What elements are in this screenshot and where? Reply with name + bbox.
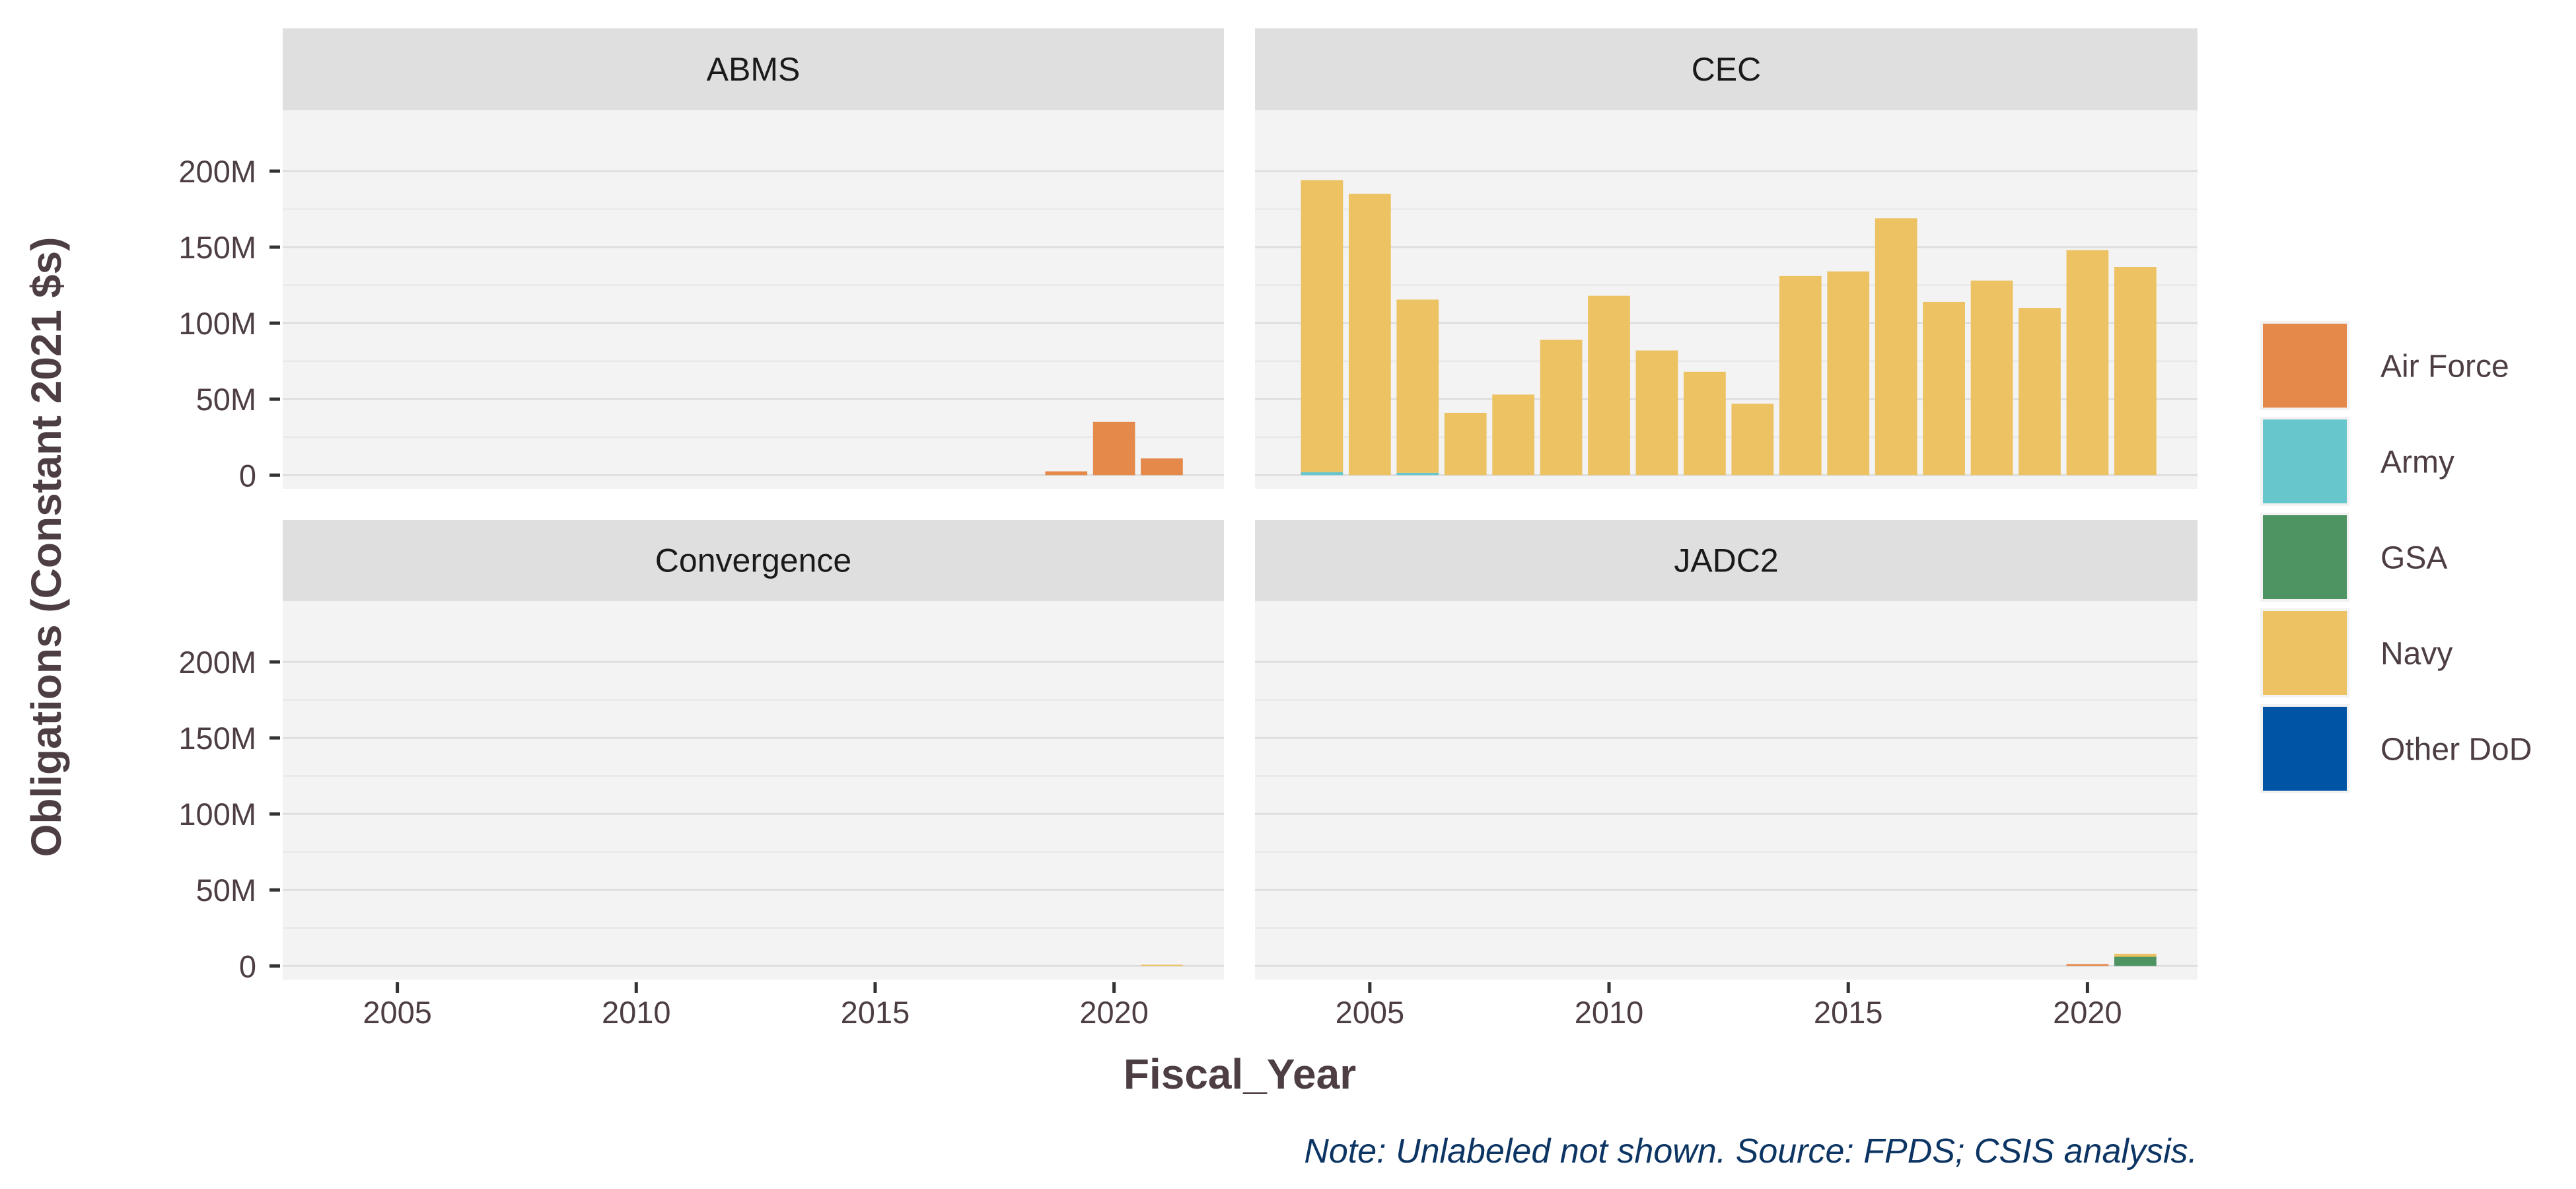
bar-cec-2005-navy bbox=[1348, 194, 1391, 476]
legend-swatch bbox=[2263, 419, 2347, 503]
bar-cec-2009-navy bbox=[1540, 340, 1583, 476]
facet-strip bbox=[283, 28, 1224, 110]
bar-cec-2012-navy bbox=[1684, 371, 1726, 476]
x-axis-title: Fiscal_Year bbox=[1124, 1050, 1356, 1098]
facet-panel-convergence: Convergence bbox=[283, 520, 1224, 980]
bar-cec-2019-navy bbox=[2019, 308, 2061, 476]
legend-swatch bbox=[2263, 707, 2347, 791]
legend-item-air-force: Air Force bbox=[2260, 321, 2509, 410]
axes-layer: 0 50M 100M 150M 200M 0 50M 100M 150M 200M 2005 2010… bbox=[178, 154, 2122, 1030]
bar-cec-2021-navy bbox=[2114, 267, 2157, 476]
y-axis-title: Obligations (Constant 2021 $s) bbox=[22, 237, 70, 857]
chart-caption: Note: Unlabeled not shown. Source: FPDS;… bbox=[1304, 1132, 2198, 1171]
bar-cec-2007-navy bbox=[1444, 412, 1487, 476]
legend-label: Navy bbox=[2380, 637, 2452, 672]
x-tick-label: 2020 bbox=[1079, 995, 1149, 1030]
y-tick-label: 200M bbox=[178, 645, 256, 680]
panel-background bbox=[1255, 601, 2198, 980]
x-tick-label: 2010 bbox=[602, 995, 671, 1030]
facet-title: ABMS bbox=[707, 51, 801, 88]
facet-title: JADC2 bbox=[1674, 542, 1778, 579]
x-tick-label: 2015 bbox=[841, 995, 910, 1030]
y-tick-label: 150M bbox=[178, 721, 256, 756]
bar-cec-2006-army bbox=[1396, 472, 1439, 476]
y-tick-label: 50M bbox=[196, 873, 256, 908]
facet-strip bbox=[1255, 520, 2198, 601]
x-tick-label: 2005 bbox=[1336, 995, 1405, 1030]
bar-jadc2-2020-air-force bbox=[2066, 964, 2109, 966]
bar-cec-2010-navy bbox=[1588, 295, 1630, 476]
legend-item-gsa: GSA bbox=[2260, 513, 2447, 602]
legend-label: Army bbox=[2380, 445, 2454, 480]
bar-convergence-2021-navy bbox=[1141, 964, 1183, 966]
bar-cec-2008-navy bbox=[1492, 394, 1535, 476]
bar-cec-2016-navy bbox=[1875, 218, 1917, 476]
bar-cec-2020-navy bbox=[2066, 250, 2109, 476]
legend-swatch bbox=[2263, 324, 2347, 408]
x-tick-label: 2015 bbox=[1814, 995, 1883, 1030]
facet-panel-abms: ABMS bbox=[283, 28, 1224, 489]
bar-cec-2017-navy bbox=[1923, 301, 1965, 476]
legend-swatch bbox=[2263, 611, 2347, 695]
bar-cec-2006-navy bbox=[1396, 299, 1439, 473]
bar-cec-2015-navy bbox=[1827, 271, 1870, 476]
x-tick-label: 2010 bbox=[1575, 995, 1644, 1030]
y-tick-label: 100M bbox=[178, 306, 256, 341]
legend-item-navy: Navy bbox=[2260, 608, 2452, 698]
y-tick-label: 100M bbox=[178, 797, 256, 832]
bar-abms-2020-air-force bbox=[1092, 421, 1135, 476]
facet-title: CEC bbox=[1692, 51, 1762, 88]
legend-label: Air Force bbox=[2380, 349, 2509, 384]
bar-abms-2021-air-force bbox=[1141, 458, 1183, 476]
bar-cec-2018-navy bbox=[1970, 280, 2013, 476]
bar-cec-2004-army bbox=[1301, 472, 1343, 476]
legend-item-army: Army bbox=[2260, 417, 2454, 506]
legend-label: GSA bbox=[2380, 541, 2447, 576]
y-tick-label: 50M bbox=[196, 382, 256, 417]
bar-jadc2-2021-gsa bbox=[2114, 956, 2157, 966]
panels-layer: ABMS CEC Convergence JADC2 bbox=[283, 28, 2198, 980]
bar-cec-2013-navy bbox=[1731, 404, 1774, 476]
facet-title: Convergence bbox=[655, 542, 851, 579]
bar-jadc2-2021-navy bbox=[2114, 953, 2157, 957]
facet-strip bbox=[283, 520, 1224, 601]
bar-cec-2004-navy bbox=[1301, 180, 1343, 472]
y-tick-label: 0 bbox=[239, 949, 256, 984]
legend-swatch bbox=[2263, 515, 2347, 599]
panel-background bbox=[283, 601, 1224, 980]
facet-panel-cec: CEC bbox=[1255, 28, 2198, 489]
x-tick-label: 2005 bbox=[363, 995, 432, 1030]
x-tick-label: 2020 bbox=[2053, 995, 2122, 1030]
legend-item-other-dod: Other DoD bbox=[2260, 704, 2532, 793]
legend-label: Other DoD bbox=[2380, 733, 2532, 768]
y-tick-label: 200M bbox=[178, 154, 256, 189]
panel-background bbox=[283, 110, 1224, 489]
facet-strip bbox=[1255, 28, 2198, 110]
legend: Air Force Army GSA Navy Other DoD bbox=[2260, 321, 2532, 793]
bar-cec-2011-navy bbox=[1635, 350, 1678, 476]
facet-panel-jadc2: JADC2 bbox=[1255, 520, 2198, 980]
bar-cec-2014-navy bbox=[1779, 275, 1822, 476]
bar-abms-2019-air-force bbox=[1045, 471, 1088, 476]
y-tick-label: 0 bbox=[239, 458, 256, 493]
y-tick-label: 150M bbox=[178, 230, 256, 265]
